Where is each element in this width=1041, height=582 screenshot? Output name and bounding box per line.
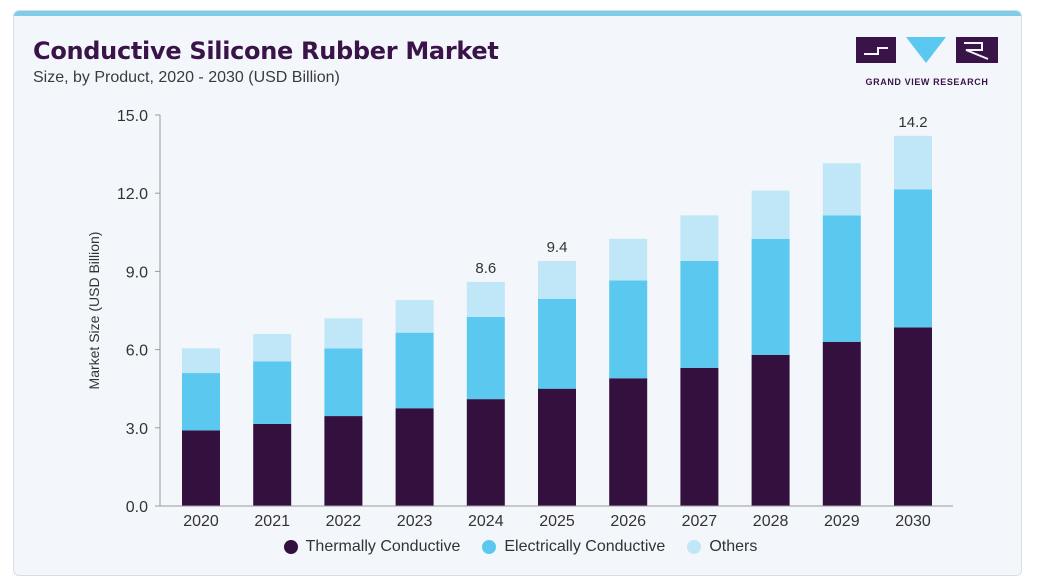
bar-thermally-conductive-2021 <box>253 423 292 506</box>
bar-thermally-conductive-2023 <box>395 408 434 506</box>
chart-subtitle: Size, by Product, 2020 - 2030 (USD Billi… <box>33 69 340 86</box>
bar-others-2024 <box>466 281 505 318</box>
bar-thermally-conductive-2028 <box>751 354 790 506</box>
x-tick-label: 2024 <box>468 513 504 530</box>
bar-thermally-conductive-2027 <box>680 367 719 506</box>
bar-electrically-conductive-2027 <box>680 260 719 368</box>
legend-swatch <box>687 540 702 554</box>
chart-title: Conductive Silicone Rubber Market <box>33 37 499 65</box>
bar-thermally-conductive-2026 <box>609 378 648 506</box>
bar-electrically-conductive-2028 <box>751 238 790 355</box>
bar-others-2026 <box>609 238 648 281</box>
bar-others-2020 <box>182 348 220 374</box>
bar-others-2030 <box>894 135 932 190</box>
bar-electrically-conductive-2029 <box>822 215 861 342</box>
y-axis: 0.0 3.0 6.0 9.0 12.0 15.0 <box>117 108 161 516</box>
y-tick-label: 15.0 <box>117 108 148 125</box>
legend-label: Thermally Conductive <box>305 538 461 555</box>
bar-electrically-conductive-2024 <box>466 317 505 400</box>
x-tick-label: 2020 <box>183 513 219 530</box>
x-tick-label: 2028 <box>753 513 789 530</box>
bar-electrically-conductive-2026 <box>609 280 648 379</box>
legend-item-electrically-conductive: Electrically Conductive <box>482 538 665 556</box>
y-tick-label: 9.0 <box>126 264 148 281</box>
data-label-2024: 8.6 <box>475 260 496 277</box>
y-tick-label: 12.0 <box>117 186 148 203</box>
bar-others-2028 <box>751 190 790 239</box>
legend-item-others: Others <box>687 538 757 556</box>
legend-label: Others <box>709 538 758 555</box>
bar-electrically-conductive-2022 <box>324 348 363 417</box>
x-tick-label: 2026 <box>610 513 646 530</box>
data-label-2030: 14.2 <box>898 114 927 131</box>
bar-others-2021 <box>253 333 292 362</box>
y-axis-label: Market Size (USD Billion) <box>86 232 102 390</box>
logo-mark-icon <box>856 37 998 63</box>
x-tick-label: 2021 <box>254 513 290 530</box>
bar-electrically-conductive-2020 <box>182 373 220 431</box>
bar-others-2025 <box>538 260 576 299</box>
bar-electrically-conductive-2030 <box>894 189 932 328</box>
brand-name: GRAND VIEW RESEARCH <box>865 77 989 87</box>
bar-thermally-conductive-2022 <box>324 416 363 506</box>
bar-others-2023 <box>395 300 434 333</box>
accent-bar <box>14 11 1021 16</box>
bar-thermally-conductive-2020 <box>182 430 220 506</box>
bar-others-2027 <box>680 215 719 261</box>
data-labels-group: 8.6 9.4 14.2 <box>475 114 927 277</box>
bar-thermally-conductive-2025 <box>538 388 576 506</box>
brand-logo: GRAND VIEW RESEARCH <box>856 37 998 91</box>
x-tick-label: 2030 <box>895 513 931 530</box>
x-tick-label: 2025 <box>539 513 575 530</box>
y-tick-label: 3.0 <box>126 421 148 438</box>
legend: Thermally Conductive Electrically Conduct… <box>0 538 1041 556</box>
legend-swatch <box>283 540 298 554</box>
bar-electrically-conductive-2025 <box>538 298 576 389</box>
data-label-2025: 9.4 <box>547 239 568 256</box>
bar-thermally-conductive-2024 <box>466 399 505 506</box>
x-tick-label: 2027 <box>682 513 718 530</box>
x-axis: 2020 2021 2022 2023 2024 2025 2026 2027 2028 2029… <box>160 505 953 530</box>
bars-group <box>182 135 932 506</box>
bar-others-2029 <box>822 163 861 216</box>
x-tick-label: 2023 <box>397 513 433 530</box>
bar-electrically-conductive-2021 <box>253 361 292 424</box>
y-tick-label: 6.0 <box>126 343 148 360</box>
x-tick-label: 2029 <box>824 513 860 530</box>
bar-thermally-conductive-2030 <box>894 327 932 506</box>
legend-label: Electrically Conductive <box>504 538 666 555</box>
x-tick-label: 2022 <box>326 513 362 530</box>
legend-swatch <box>482 540 497 554</box>
bar-electrically-conductive-2023 <box>395 332 434 409</box>
bar-others-2022 <box>324 318 363 349</box>
y-tick-label: 0.0 <box>126 499 148 516</box>
bar-thermally-conductive-2029 <box>822 341 861 506</box>
legend-item-thermally-conductive: Thermally Conductive <box>283 538 461 556</box>
